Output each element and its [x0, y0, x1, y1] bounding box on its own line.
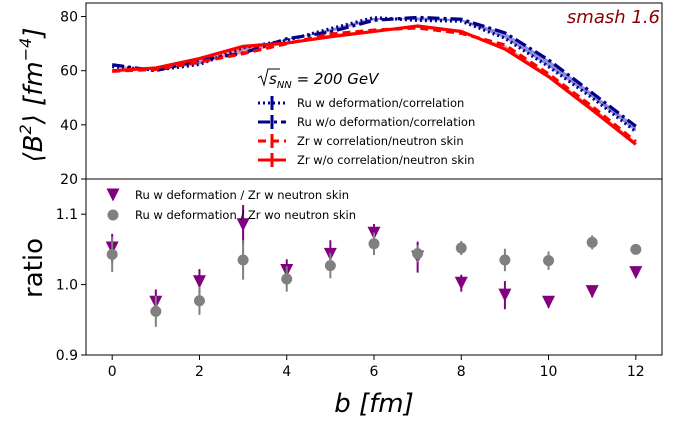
data-point	[324, 252, 336, 279]
x-tick-label: 8	[457, 364, 466, 380]
data-point	[412, 245, 424, 263]
legend-item: Zr w/o correlation/neutron skin	[258, 153, 475, 167]
bottom-panel: 0.9 1.0 1.1 0 2 4 6 8 10 12 ratio b [fm] Ru w de…	[19, 178, 663, 419]
top-y-tick-label: 40	[60, 118, 78, 134]
point-marker	[236, 218, 250, 232]
point-marker	[150, 305, 162, 317]
point-marker	[324, 260, 336, 272]
data-point	[585, 285, 599, 299]
legend-label: Ru w deformation / Zr wo neutron skin	[135, 208, 356, 222]
data-point	[629, 266, 643, 280]
bottom-x-axis: 0 2 4 6 8 10 12	[108, 355, 645, 380]
sqrt-symbol	[257, 68, 280, 87]
x-tick-label: 12	[627, 364, 645, 380]
top-legend-items: Ru w deformation/correlation Ru w/o defor…	[258, 96, 475, 167]
top-y-tick-label: 60	[60, 64, 78, 80]
bottom-y-tick-label: 0.9	[56, 348, 78, 364]
bottom-data-points	[105, 205, 643, 327]
legend-item: Ru w deformation/correlation	[258, 96, 464, 110]
bottom-y-tick-label: 1.0	[56, 278, 78, 294]
legend-title-text: sNN = 200 GeV	[269, 70, 380, 91]
data-point	[236, 205, 250, 245]
bottom-panel-frame	[85, 178, 663, 356]
data-point	[498, 281, 512, 310]
top-y-axis-label: ⟨B2⟩ [fm−4]	[16, 28, 49, 163]
data-point	[586, 235, 598, 250]
data-point	[630, 243, 642, 255]
bottom-y-axis: 0.9 1.0 1.1	[56, 207, 86, 364]
data-point	[106, 236, 118, 272]
smash-annotation: smash 1.6	[567, 7, 660, 28]
point-marker	[412, 248, 424, 260]
top-y-tick-label: 20	[60, 172, 78, 188]
legend-label: Ru w deformation/correlation	[297, 96, 464, 110]
data-point	[193, 286, 205, 315]
legend-item: Zr w correlation/neutron skin	[258, 134, 464, 148]
series-line-3	[112, 24, 637, 146]
point-marker	[498, 288, 512, 302]
x-tick-label: 10	[540, 364, 558, 380]
legend-item: Ru w deformation / Zr wo neutron skin	[107, 208, 356, 222]
point-marker	[454, 276, 468, 290]
top-y-tick-label: 80	[60, 10, 78, 26]
x-tick-label: 2	[195, 364, 204, 380]
top-panel: 20 40 60 80 smash 1.6 ⟨B2⟩ [fm−4] sNN = 200…	[16, 2, 663, 188]
point-marker	[192, 275, 206, 289]
point-marker	[586, 236, 598, 248]
top-legend: sNN = 200 GeV Ru w deformation/correlati…	[257, 68, 475, 167]
legend-item: Ru w/o deformation/correlation	[258, 115, 475, 129]
data-point	[454, 274, 468, 292]
bottom-y-tick-label: 1.1	[56, 207, 78, 223]
x-tick-label: 6	[370, 364, 379, 380]
data-point	[542, 295, 556, 309]
bottom-y-axis-label: ratio	[19, 238, 49, 298]
legend-title: sNN = 200 GeV	[257, 68, 380, 91]
point-marker	[499, 254, 511, 266]
legend-label: Ru w/o deformation/correlation	[297, 115, 475, 129]
point-marker	[237, 254, 249, 266]
legend-marker	[107, 209, 119, 221]
point-marker	[542, 295, 556, 309]
series-line-0	[112, 16, 637, 133]
data-point	[543, 251, 555, 270]
data-point	[455, 240, 467, 256]
x-tick-label: 4	[282, 364, 291, 380]
point-marker	[368, 238, 380, 250]
x-axis-label: b [fm]	[334, 389, 414, 419]
top-y-axis: 20 40 60 80	[60, 10, 86, 188]
legend-label: Zr w correlation/neutron skin	[297, 134, 464, 148]
legend-marker	[106, 188, 120, 202]
data-point	[281, 266, 293, 292]
data-point	[150, 295, 162, 327]
data-point	[368, 232, 380, 256]
data-point	[499, 248, 511, 272]
point-marker	[106, 248, 118, 260]
point-marker	[629, 266, 643, 280]
point-marker	[455, 242, 467, 254]
legend-label: Zr w/o correlation/neutron skin	[297, 153, 475, 167]
point-marker	[630, 243, 642, 255]
bottom-legend: Ru w deformation / Zr w neutron skin Ru w…	[106, 188, 356, 222]
point-marker	[281, 273, 293, 285]
point-marker	[193, 295, 205, 307]
point-marker	[585, 285, 599, 299]
legend-item: Ru w deformation / Zr w neutron skin	[106, 188, 349, 202]
top-series-lines	[111, 15, 637, 146]
point-marker	[543, 255, 555, 267]
legend-label: Ru w deformation / Zr w neutron skin	[135, 188, 349, 202]
x-tick-label: 0	[108, 364, 117, 380]
data-point	[237, 240, 249, 280]
